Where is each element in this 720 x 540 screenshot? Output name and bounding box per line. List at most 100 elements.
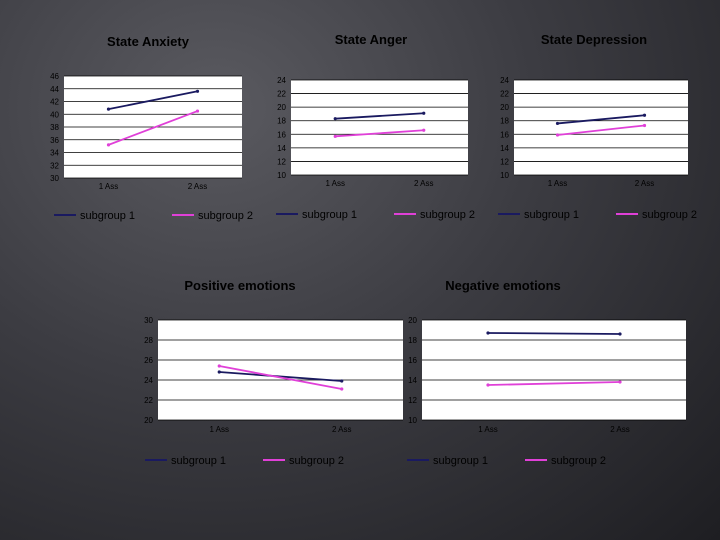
legend-label: subgroup 2 [289, 455, 344, 467]
x-tick-label: 1 Ass [478, 425, 498, 434]
series-line-subgroup-2 [487, 381, 621, 386]
data-point [195, 109, 200, 113]
data-point [555, 121, 560, 126]
chart-title: State Depression [541, 32, 647, 47]
legend-label: subgroup 1 [433, 455, 488, 467]
data-point [618, 332, 622, 336]
legend-label: subgroup 2 [551, 455, 606, 467]
y-tick-label: 22 [277, 90, 286, 99]
x-tick-label: 2 Ass [188, 182, 208, 191]
y-tick-label: 28 [144, 336, 153, 345]
chart-title: State Anger [335, 32, 407, 47]
y-tick-label: 22 [500, 90, 509, 99]
data-point [642, 123, 647, 128]
x-tick-label: 2 Ass [610, 425, 630, 434]
y-tick-label: 30 [50, 174, 59, 183]
y-tick-label: 14 [500, 144, 509, 153]
series-line-subgroup-1 [557, 114, 645, 125]
y-tick-label: 16 [500, 130, 509, 139]
data-point [333, 134, 337, 138]
data-point [340, 379, 344, 383]
legend-label: subgroup 1 [171, 455, 226, 467]
y-tick-label: 22 [144, 396, 153, 405]
series-line-subgroup-1 [335, 112, 424, 120]
series-line-subgroup-2 [335, 129, 424, 138]
legend-label: subgroup 1 [80, 210, 135, 222]
data-point [422, 111, 426, 115]
y-tick-label: 10 [408, 416, 417, 425]
y-tick-label: 18 [500, 117, 509, 126]
series-line-subgroup-2 [108, 110, 198, 146]
data-point [422, 128, 426, 132]
series-line-subgroup-2 [219, 365, 342, 390]
data-point [333, 117, 337, 121]
y-tick-label: 30 [144, 316, 153, 325]
x-tick-label: 1 Ass [325, 179, 345, 188]
chart-title: Negative emotions [445, 278, 561, 293]
data-point [195, 89, 200, 93]
series-line-subgroup-1 [487, 332, 621, 335]
x-tick-label: 1 Ass [209, 425, 229, 434]
y-tick-label: 38 [50, 123, 59, 132]
plot-area [514, 80, 688, 175]
y-tick-label: 10 [277, 171, 286, 180]
data-point [618, 380, 622, 384]
y-tick-label: 16 [408, 356, 417, 365]
x-tick-label: 2 Ass [414, 179, 434, 188]
y-tick-label: 42 [50, 98, 59, 107]
y-tick-label: 40 [50, 110, 59, 119]
y-tick-label: 36 [50, 136, 59, 145]
x-tick-label: 1 Ass [548, 179, 568, 188]
legend-label: subgroup 2 [642, 209, 697, 221]
data-point [106, 107, 111, 111]
y-tick-label: 20 [144, 416, 153, 425]
y-tick-label: 46 [50, 72, 59, 81]
y-tick-label: 12 [277, 157, 286, 166]
chart-positive-emotions: Positive emotions 20 22 24 26 28 30 1 Ass 2 Ass s… [144, 278, 403, 467]
chart-title: Positive emotions [184, 278, 295, 293]
y-tick-label: 32 [50, 161, 59, 170]
y-tick-label: 24 [500, 76, 509, 85]
y-tick-label: 16 [277, 130, 286, 139]
series-line-subgroup-2 [557, 124, 645, 136]
data-point [340, 387, 344, 391]
y-tick-label: 20 [408, 316, 417, 325]
chart-negative-emotions: Negative emotions 10 12 14 16 18 20 1 Ass 2 Ass s… [407, 278, 686, 467]
y-tick-label: 18 [277, 117, 286, 126]
x-tick-label: 2 Ass [332, 425, 352, 434]
chart-state-anxiety: State Anxiety 30 32 34 36 38 40 42 44 46 1 Ass 2 As… [50, 34, 253, 222]
plot-area [422, 320, 686, 420]
legend-label: subgroup 1 [524, 209, 579, 221]
data-point [486, 331, 490, 335]
y-tick-label: 34 [50, 149, 59, 158]
y-tick-label: 12 [408, 396, 417, 405]
data-point [217, 370, 221, 374]
legend-label: subgroup 1 [302, 209, 357, 221]
series-line-subgroup-1 [219, 371, 342, 382]
data-point [486, 383, 490, 387]
legend-label: subgroup 2 [198, 210, 253, 222]
x-tick-label: 2 Ass [635, 179, 655, 188]
x-tick-label: 1 Ass [99, 182, 119, 191]
data-point [642, 113, 647, 117]
data-point [555, 133, 560, 137]
plot-area [158, 320, 403, 420]
data-point [106, 143, 111, 147]
chart-title: State Anxiety [107, 34, 190, 49]
y-tick-label: 24 [144, 376, 153, 385]
y-tick-label: 24 [277, 76, 286, 85]
y-tick-label: 26 [144, 356, 153, 365]
data-point [217, 364, 221, 368]
y-tick-label: 18 [408, 336, 417, 345]
y-tick-label: 12 [500, 157, 509, 166]
y-tick-label: 10 [500, 171, 509, 180]
y-tick-label: 44 [50, 85, 59, 94]
y-tick-label: 14 [277, 144, 286, 153]
legend-label: subgroup 2 [420, 209, 475, 221]
y-tick-label: 20 [500, 103, 509, 112]
chart-state-depression: State Depression 10 12 14 16 18 20 22 24 1 Ass 2 A… [498, 32, 697, 221]
plot-area [291, 80, 468, 175]
y-tick-label: 20 [277, 103, 286, 112]
y-tick-label: 14 [408, 376, 417, 385]
